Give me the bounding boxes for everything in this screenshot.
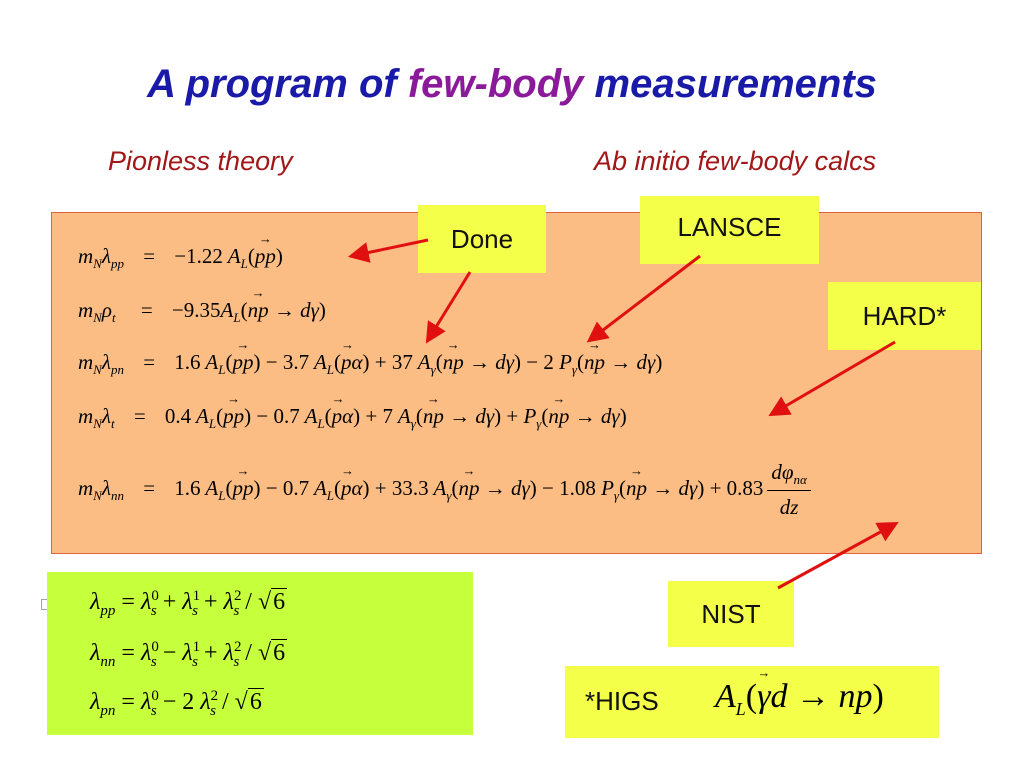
derivative-fraction: dφnα dz [767,460,811,520]
equation-lambda-pp-decomp: λpp = λ0s + λ1s + λ2s / √6 [90,588,288,619]
lansce-label: LANSCE [640,196,819,264]
done-label: Done [418,205,546,273]
subtitle-pionless: Pionless theory [108,146,293,176]
lambda-decomposition-box [47,572,473,735]
higs-box: *HIGS AL(γd → np) [565,665,939,738]
equation-lambda-pp: mNλpp = −1.22 AL(pp) [78,231,283,272]
title-part1: A program of [147,62,408,106]
title-part2: measurements [583,62,877,106]
hard-label: HARD* [828,282,981,350]
subtitle-ab-initio: Ab initio few-body calcs [594,146,877,176]
slide-title: A program of few-body measurements [0,62,1024,107]
arrow-done-to-eq2 [425,271,472,344]
equation-lambda-pn-decomp: λpn = λ0s − 2 λ2s / √6 [90,688,264,719]
higs-label: *HIGS [585,686,659,716]
arrow-done-to-eq1 [347,238,429,263]
nist-label: NIST [668,581,794,647]
title-highlight: few-body [407,62,584,106]
equation-lambda-nn: mNλnn = 1.6 AL(pp) − 0.7 AL(pα) + 33.3 A… [78,460,811,520]
equation-lambda-pn: mNλpn = 1.6 AL(pp) − 3.7 AL(pα) + 37 Aγ(… [78,337,662,378]
equation-lambda-t: mNλt = 0.4 AL(pp) − 0.7 AL(pα) + 7 Aγ(np… [78,391,627,432]
equation-rho-t: mNρt = −9.35AL(np → dγ) [78,285,326,326]
arrow-lansce-to-eq3 [586,254,701,343]
arrow-nist-to-eq5 [777,521,899,590]
equation-lambda-nn-decomp: λnn = λ0s − λ1s + λ2s / √6 [90,639,288,670]
higs-expression: AL(γd → np) [715,665,884,720]
arrow-hard-to-eq4 [768,340,896,417]
